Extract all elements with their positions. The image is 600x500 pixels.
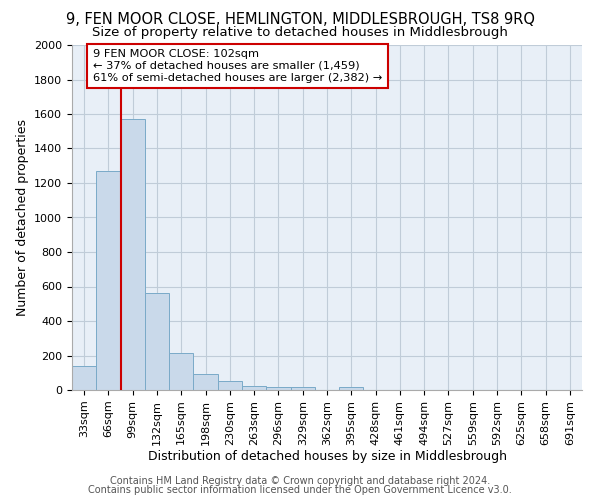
Bar <box>266 386 290 390</box>
Bar <box>145 294 169 390</box>
Bar <box>290 386 315 390</box>
X-axis label: Distribution of detached houses by size in Middlesbrough: Distribution of detached houses by size … <box>148 450 506 464</box>
Bar <box>169 353 193 390</box>
Bar <box>218 380 242 390</box>
Y-axis label: Number of detached properties: Number of detached properties <box>16 119 29 316</box>
Bar <box>96 171 121 390</box>
Bar <box>242 386 266 390</box>
Text: 9 FEN MOOR CLOSE: 102sqm
← 37% of detached houses are smaller (1,459)
61% of sem: 9 FEN MOOR CLOSE: 102sqm ← 37% of detach… <box>92 50 382 82</box>
Text: Contains public sector information licensed under the Open Government Licence v3: Contains public sector information licen… <box>88 485 512 495</box>
Bar <box>121 119 145 390</box>
Bar <box>72 366 96 390</box>
Text: 9, FEN MOOR CLOSE, HEMLINGTON, MIDDLESBROUGH, TS8 9RQ: 9, FEN MOOR CLOSE, HEMLINGTON, MIDDLESBR… <box>65 12 535 28</box>
Text: Size of property relative to detached houses in Middlesbrough: Size of property relative to detached ho… <box>92 26 508 39</box>
Text: Contains HM Land Registry data © Crown copyright and database right 2024.: Contains HM Land Registry data © Crown c… <box>110 476 490 486</box>
Bar <box>339 386 364 390</box>
Bar <box>193 374 218 390</box>
